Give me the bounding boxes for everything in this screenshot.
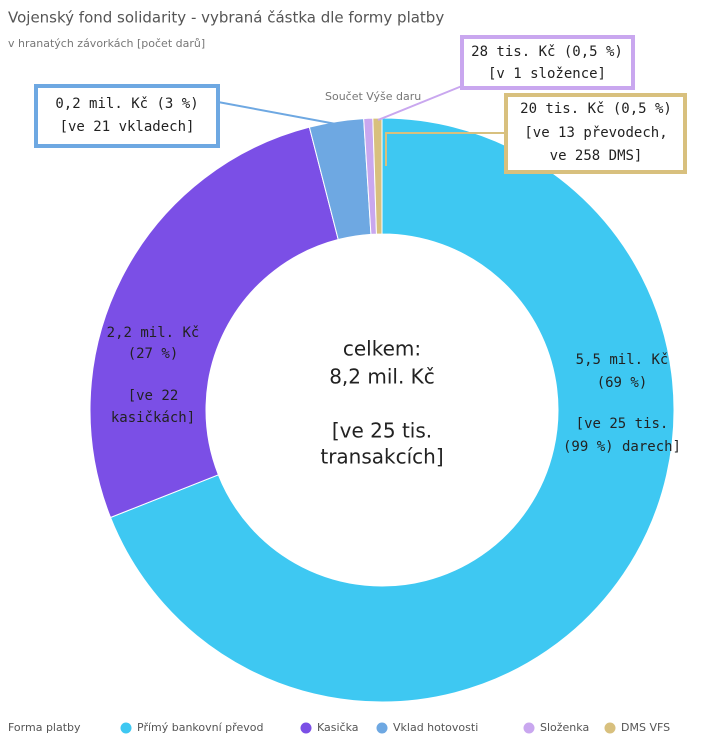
legend-label: Vklad hotovosti [393, 721, 478, 734]
leader-line [377, 85, 463, 121]
slice-label: 20 tis. Kč (0,5 %) [520, 101, 672, 117]
slice-label: (27 %) [128, 346, 179, 362]
slice-label: 5,5 mil. Kč [576, 352, 669, 368]
center-label: transakcích] [320, 445, 443, 469]
center-label: 8,2 mil. Kč [329, 365, 435, 389]
legend-title: Forma platby [8, 721, 81, 734]
slice-label: [ve 13 převodech, [524, 125, 667, 141]
legend-swatch [376, 722, 388, 734]
annotation-box [460, 35, 635, 90]
legend-label: Přímý bankovní převod [137, 721, 263, 734]
slice-label: [ve 25 tis. [576, 416, 669, 432]
leader-line [385, 132, 506, 166]
slice-label: [ve 21 vkladech] [60, 119, 195, 135]
legend-label: DMS VFS [621, 721, 670, 734]
slice-label: [v 1 složence] [488, 66, 606, 82]
slice-label: ve 258 DMS] [550, 148, 643, 164]
chart-subtitle: v hranatých závorkách [počet darů] [8, 37, 205, 50]
legend-swatch [523, 722, 535, 734]
legend-label: Složenka [540, 721, 589, 734]
donut-slice [372, 117, 383, 235]
slice-label: 0,2 mil. Kč (3 %) [55, 96, 198, 112]
legend-swatch [604, 722, 616, 734]
slice-label: [ve 22 [128, 388, 179, 404]
annotation-box [34, 84, 220, 148]
chart-title: Vojenský fond solidarity - vybraná částk… [8, 9, 444, 27]
legend-label: Kasička [317, 721, 359, 734]
slice-label: 28 tis. Kč (0,5 %) [471, 44, 623, 60]
center-label: celkem: [343, 337, 421, 361]
pie-title: Součet Výše daru [325, 90, 421, 103]
slice-label: 2,2 mil. Kč [107, 325, 200, 341]
slice-label: (99 %) darech] [563, 439, 681, 455]
leader-line [217, 101, 337, 125]
legend-swatch [120, 722, 132, 734]
donut-slice [109, 117, 675, 703]
legend-swatch [300, 722, 312, 734]
center-label: [ve 25 tis. [332, 419, 432, 443]
donut-slice [89, 126, 339, 519]
slice-label: kasičkách] [111, 410, 195, 426]
slice-label: (69 %) [597, 375, 648, 391]
